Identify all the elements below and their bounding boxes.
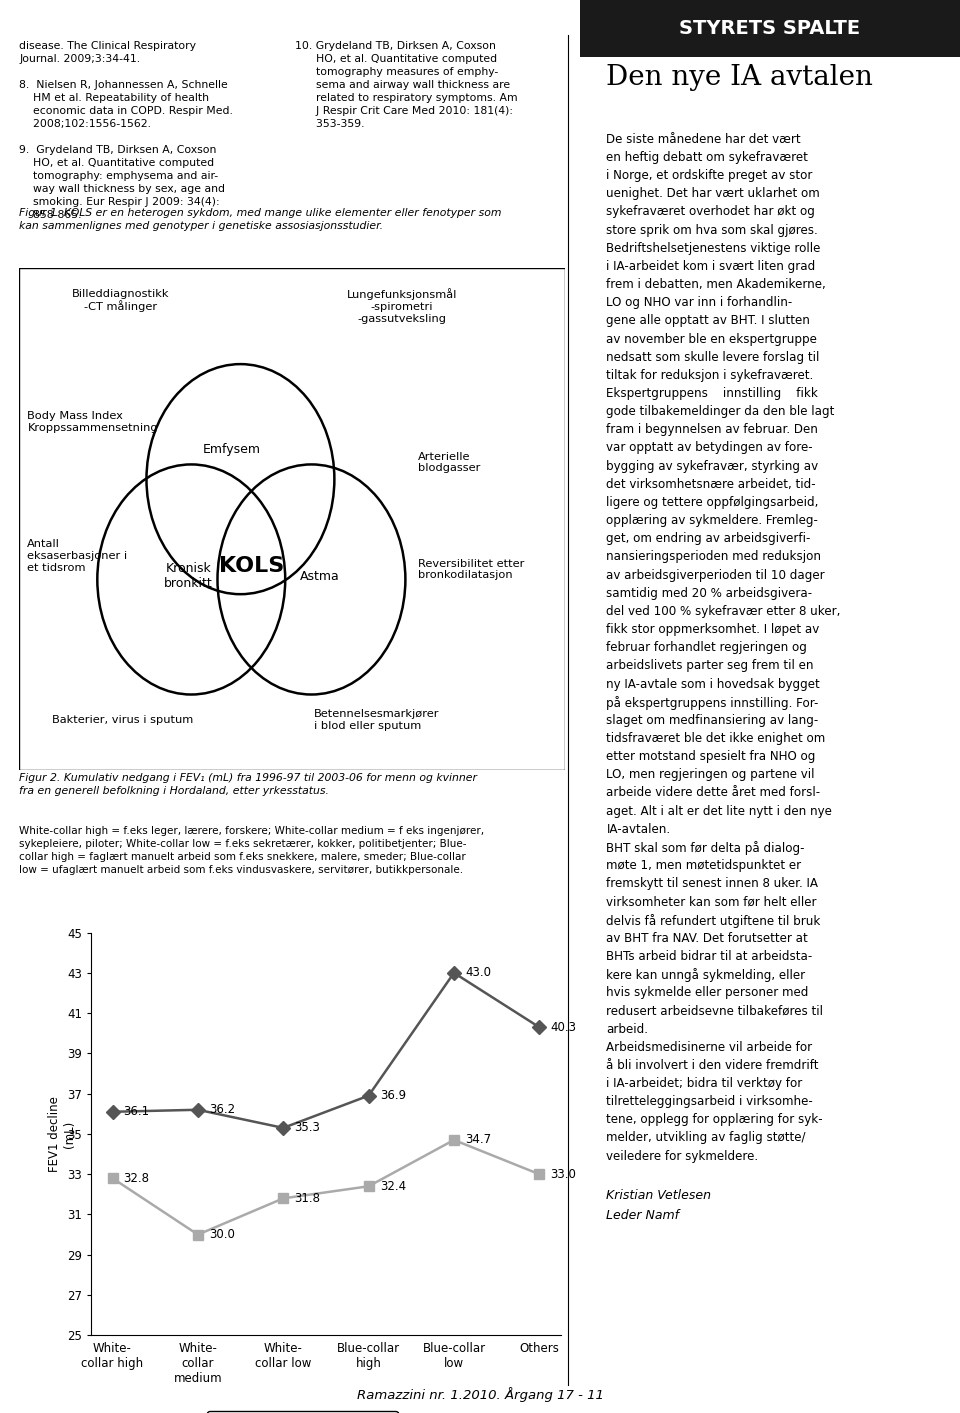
Text: tilretteleggingsarbeid i virksomhe-: tilretteleggingsarbeid i virksomhe- <box>607 1095 813 1108</box>
Text: del ved 100 % sykefravær etter 8 uker,: del ved 100 % sykefravær etter 8 uker, <box>607 605 841 617</box>
Text: 32.4: 32.4 <box>380 1180 406 1193</box>
Text: LO og NHO var inn i forhandlin-: LO og NHO var inn i forhandlin- <box>607 297 793 309</box>
Text: 31.8: 31.8 <box>295 1191 321 1205</box>
Text: KOLS: KOLS <box>219 557 284 577</box>
Text: disease. The Clinical Respiratory
Journal. 2009;3:34-41.

8.  Nielsen R, Johanne: disease. The Clinical Respiratory Journa… <box>19 41 233 220</box>
Text: 35.3: 35.3 <box>295 1122 321 1135</box>
Text: White-collar high = f.eks leger, lærere, forskere; White-collar medium = f eks i: White-collar high = f.eks leger, lærere,… <box>19 825 485 875</box>
Text: en heftig debatt om sykefraværet: en heftig debatt om sykefraværet <box>607 151 808 164</box>
Text: LO, men regjeringen og partene vil: LO, men regjeringen og partene vil <box>607 769 815 781</box>
Text: 32.8: 32.8 <box>124 1171 150 1184</box>
Text: 34.7: 34.7 <box>465 1133 492 1146</box>
Text: STYRETS SPALTE: STYRETS SPALTE <box>680 18 860 38</box>
Text: delvis få refundert utgiftene til bruk: delvis få refundert utgiftene til bruk <box>607 914 821 927</box>
Text: Kronisk
bronkitt: Kronisk bronkitt <box>164 562 213 591</box>
Text: Astma: Astma <box>300 569 340 582</box>
Text: IA-avtalen.: IA-avtalen. <box>607 822 671 836</box>
Text: Antall
eksaserbasjoner i
et tidsrom: Antall eksaserbasjoner i et tidsrom <box>28 540 128 572</box>
Text: å bli involvert i den videre fremdrift: å bli involvert i den videre fremdrift <box>607 1058 819 1072</box>
Text: møte 1, men møtetidspunktet er: møte 1, men møtetidspunktet er <box>607 859 802 872</box>
Text: Arbeidsmedisinerne vil arbeide for: Arbeidsmedisinerne vil arbeide for <box>607 1040 812 1054</box>
Text: uenighet. Det har vært uklarhet om: uenighet. Det har vært uklarhet om <box>607 188 820 201</box>
Text: av BHT fra NAV. Det forutsetter at: av BHT fra NAV. Det forutsetter at <box>607 931 808 945</box>
Text: opplæring av sykmeldere. Fremleg-: opplæring av sykmeldere. Fremleg- <box>607 514 818 527</box>
Text: slaget om medfinansiering av lang-: slaget om medfinansiering av lang- <box>607 714 819 726</box>
Text: arbeid.: arbeid. <box>607 1023 648 1036</box>
Text: fram i begynnelsen av februar. Den: fram i begynnelsen av februar. Den <box>607 424 818 437</box>
Text: fremskytt til senest innen 8 uker. IA: fremskytt til senest innen 8 uker. IA <box>607 877 819 890</box>
Text: Emfysem: Emfysem <box>204 442 261 455</box>
Text: tiltak for reduksjon i sykefraværet.: tiltak for reduksjon i sykefraværet. <box>607 369 814 382</box>
Text: gene alle opptatt av BHT. I slutten: gene alle opptatt av BHT. I slutten <box>607 314 810 328</box>
Text: virksomheter kan som før helt eller: virksomheter kan som før helt eller <box>607 896 817 909</box>
Text: Bedriftshelsetjenestens viktige rolle: Bedriftshelsetjenestens viktige rolle <box>607 242 821 254</box>
Text: frem i debatten, men Akademikerne,: frem i debatten, men Akademikerne, <box>607 278 827 291</box>
Legend: Men, Women: Men, Women <box>207 1410 397 1413</box>
Text: det virksomhetsnære arbeidet, tid-: det virksomhetsnære arbeidet, tid- <box>607 478 816 490</box>
Text: kere kan unngå sykmelding, eller: kere kan unngå sykmelding, eller <box>607 968 805 982</box>
Text: bygging av sykefravær, styrking av: bygging av sykefravær, styrking av <box>607 459 819 473</box>
Text: Den nye IA avtalen: Den nye IA avtalen <box>607 64 874 90</box>
Text: samtidig med 20 % arbeidsgivera-: samtidig med 20 % arbeidsgivera- <box>607 586 812 599</box>
Text: Bakterier, virus i sputum: Bakterier, virus i sputum <box>52 715 193 725</box>
Text: aget. Alt i alt er det lite nytt i den nye: aget. Alt i alt er det lite nytt i den n… <box>607 804 832 818</box>
Text: Billeddiagnostikk
-CT målinger: Billeddiagnostikk -CT målinger <box>71 288 169 312</box>
Text: fikk stor oppmerksomhet. I løpet av: fikk stor oppmerksomhet. I løpet av <box>607 623 820 636</box>
Text: sykefraværet overhodet har økt og: sykefraværet overhodet har økt og <box>607 205 815 219</box>
Text: var opptatt av betydingen av fore-: var opptatt av betydingen av fore- <box>607 441 813 455</box>
Text: arbeidslivets parter seg frem til en: arbeidslivets parter seg frem til en <box>607 660 814 673</box>
Y-axis label: FEV1 decline
(mL): FEV1 decline (mL) <box>48 1096 76 1171</box>
Text: Kristian Vetlesen: Kristian Vetlesen <box>607 1188 711 1202</box>
Text: 36.1: 36.1 <box>124 1105 150 1118</box>
Text: ny IA-avtale som i hovedsak bygget: ny IA-avtale som i hovedsak bygget <box>607 678 820 691</box>
Bar <box>580 0 960 57</box>
Text: BHTs arbeid bidrar til at arbeidsta-: BHTs arbeid bidrar til at arbeidsta- <box>607 950 813 962</box>
Text: De siste månedene har det vært: De siste månedene har det vært <box>607 133 801 146</box>
Text: i IA-arbeidet; bidra til verktøy for: i IA-arbeidet; bidra til verktøy for <box>607 1077 803 1089</box>
Text: av arbeidsgiverperioden til 10 dager: av arbeidsgiverperioden til 10 dager <box>607 568 825 582</box>
Text: 36.9: 36.9 <box>380 1089 406 1102</box>
Text: nansieringsperioden med reduksjon: nansieringsperioden med reduksjon <box>607 551 822 564</box>
Text: ligere og tettere oppfølgingsarbeid,: ligere og tettere oppfølgingsarbeid, <box>607 496 819 509</box>
Text: melder, utvikling av faglig støtte/: melder, utvikling av faglig støtte/ <box>607 1132 806 1145</box>
Text: februar forhandlet regjeringen og: februar forhandlet regjeringen og <box>607 642 807 654</box>
Text: BHT skal som før delta på dialog-: BHT skal som før delta på dialog- <box>607 841 804 855</box>
Text: redusert arbeidsevne tilbakeføres til: redusert arbeidsevne tilbakeføres til <box>607 1005 824 1017</box>
Text: get, om endring av arbeidsgiverfi-: get, om endring av arbeidsgiverfi- <box>607 533 811 545</box>
Text: 43.0: 43.0 <box>465 966 492 979</box>
Text: Lungefunksjonsmål
-spirometri
-gassutveksling: Lungefunksjonsmål -spirometri -gassutvek… <box>347 288 457 324</box>
Text: av november ble en ekspertgruppe: av november ble en ekspertgruppe <box>607 332 817 346</box>
Text: Figur 2. Kumulativ nedgang i FEV₁ (mL) fra 1996-97 til 2003-06 for menn og kvinn: Figur 2. Kumulativ nedgang i FEV₁ (mL) f… <box>19 773 477 796</box>
Text: Reversibilitet etter
bronkodilatasjon: Reversibilitet etter bronkodilatasjon <box>418 558 524 581</box>
Text: Figur 1. KOLS er en heterogen sykdom, med mange ulike elementer eller fenotyper : Figur 1. KOLS er en heterogen sykdom, me… <box>19 208 502 230</box>
Text: arbeide videre dette året med forsl-: arbeide videre dette året med forsl- <box>607 787 821 800</box>
Text: veiledere for sykmeldere.: veiledere for sykmeldere. <box>607 1150 758 1163</box>
Text: 30.0: 30.0 <box>209 1228 235 1241</box>
Text: i IA-arbeidet kom i svært liten grad: i IA-arbeidet kom i svært liten grad <box>607 260 816 273</box>
Text: 40.3: 40.3 <box>550 1020 576 1034</box>
Text: nedsatt som skulle levere forslag til: nedsatt som skulle levere forslag til <box>607 350 820 363</box>
Text: Leder Namf: Leder Namf <box>607 1208 680 1222</box>
Text: Ramazzini nr. 1.2010. Årgang 17 - 11: Ramazzini nr. 1.2010. Årgang 17 - 11 <box>356 1386 604 1402</box>
Text: Betennelsesmarkjører
i blod eller sputum: Betennelsesmarkjører i blod eller sputum <box>314 709 440 731</box>
Text: tene, opplegg for opplæring for syk-: tene, opplegg for opplæring for syk- <box>607 1113 823 1126</box>
Text: Ekspertgruppens    innstilling    fikk: Ekspertgruppens innstilling fikk <box>607 387 818 400</box>
Text: hvis sykmelde eller personer med: hvis sykmelde eller personer med <box>607 986 809 999</box>
Text: i Norge, et ordskifte preget av stor: i Norge, et ordskifte preget av stor <box>607 170 813 182</box>
Text: tidsfraværet ble det ikke enighet om: tidsfraværet ble det ikke enighet om <box>607 732 826 745</box>
Text: store sprik om hva som skal gjøres.: store sprik om hva som skal gjøres. <box>607 223 818 236</box>
Text: Body Mass Index
Kroppssammensetning: Body Mass Index Kroppssammensetning <box>28 411 158 434</box>
Text: gode tilbakemeldinger da den ble lagt: gode tilbakemeldinger da den ble lagt <box>607 406 835 418</box>
Text: på ekspertgruppens innstilling. For-: på ekspertgruppens innstilling. For- <box>607 695 819 709</box>
Text: 33.0: 33.0 <box>550 1167 576 1181</box>
Text: 10. Grydeland TB, Dirksen A, Coxson
      HO, et al. Quantitative computed
     : 10. Grydeland TB, Dirksen A, Coxson HO, … <box>295 41 517 129</box>
Text: 36.2: 36.2 <box>209 1104 235 1116</box>
Text: etter motstand spesielt fra NHO og: etter motstand spesielt fra NHO og <box>607 750 816 763</box>
Text: Arterielle
blodgasser: Arterielle blodgasser <box>418 452 480 473</box>
